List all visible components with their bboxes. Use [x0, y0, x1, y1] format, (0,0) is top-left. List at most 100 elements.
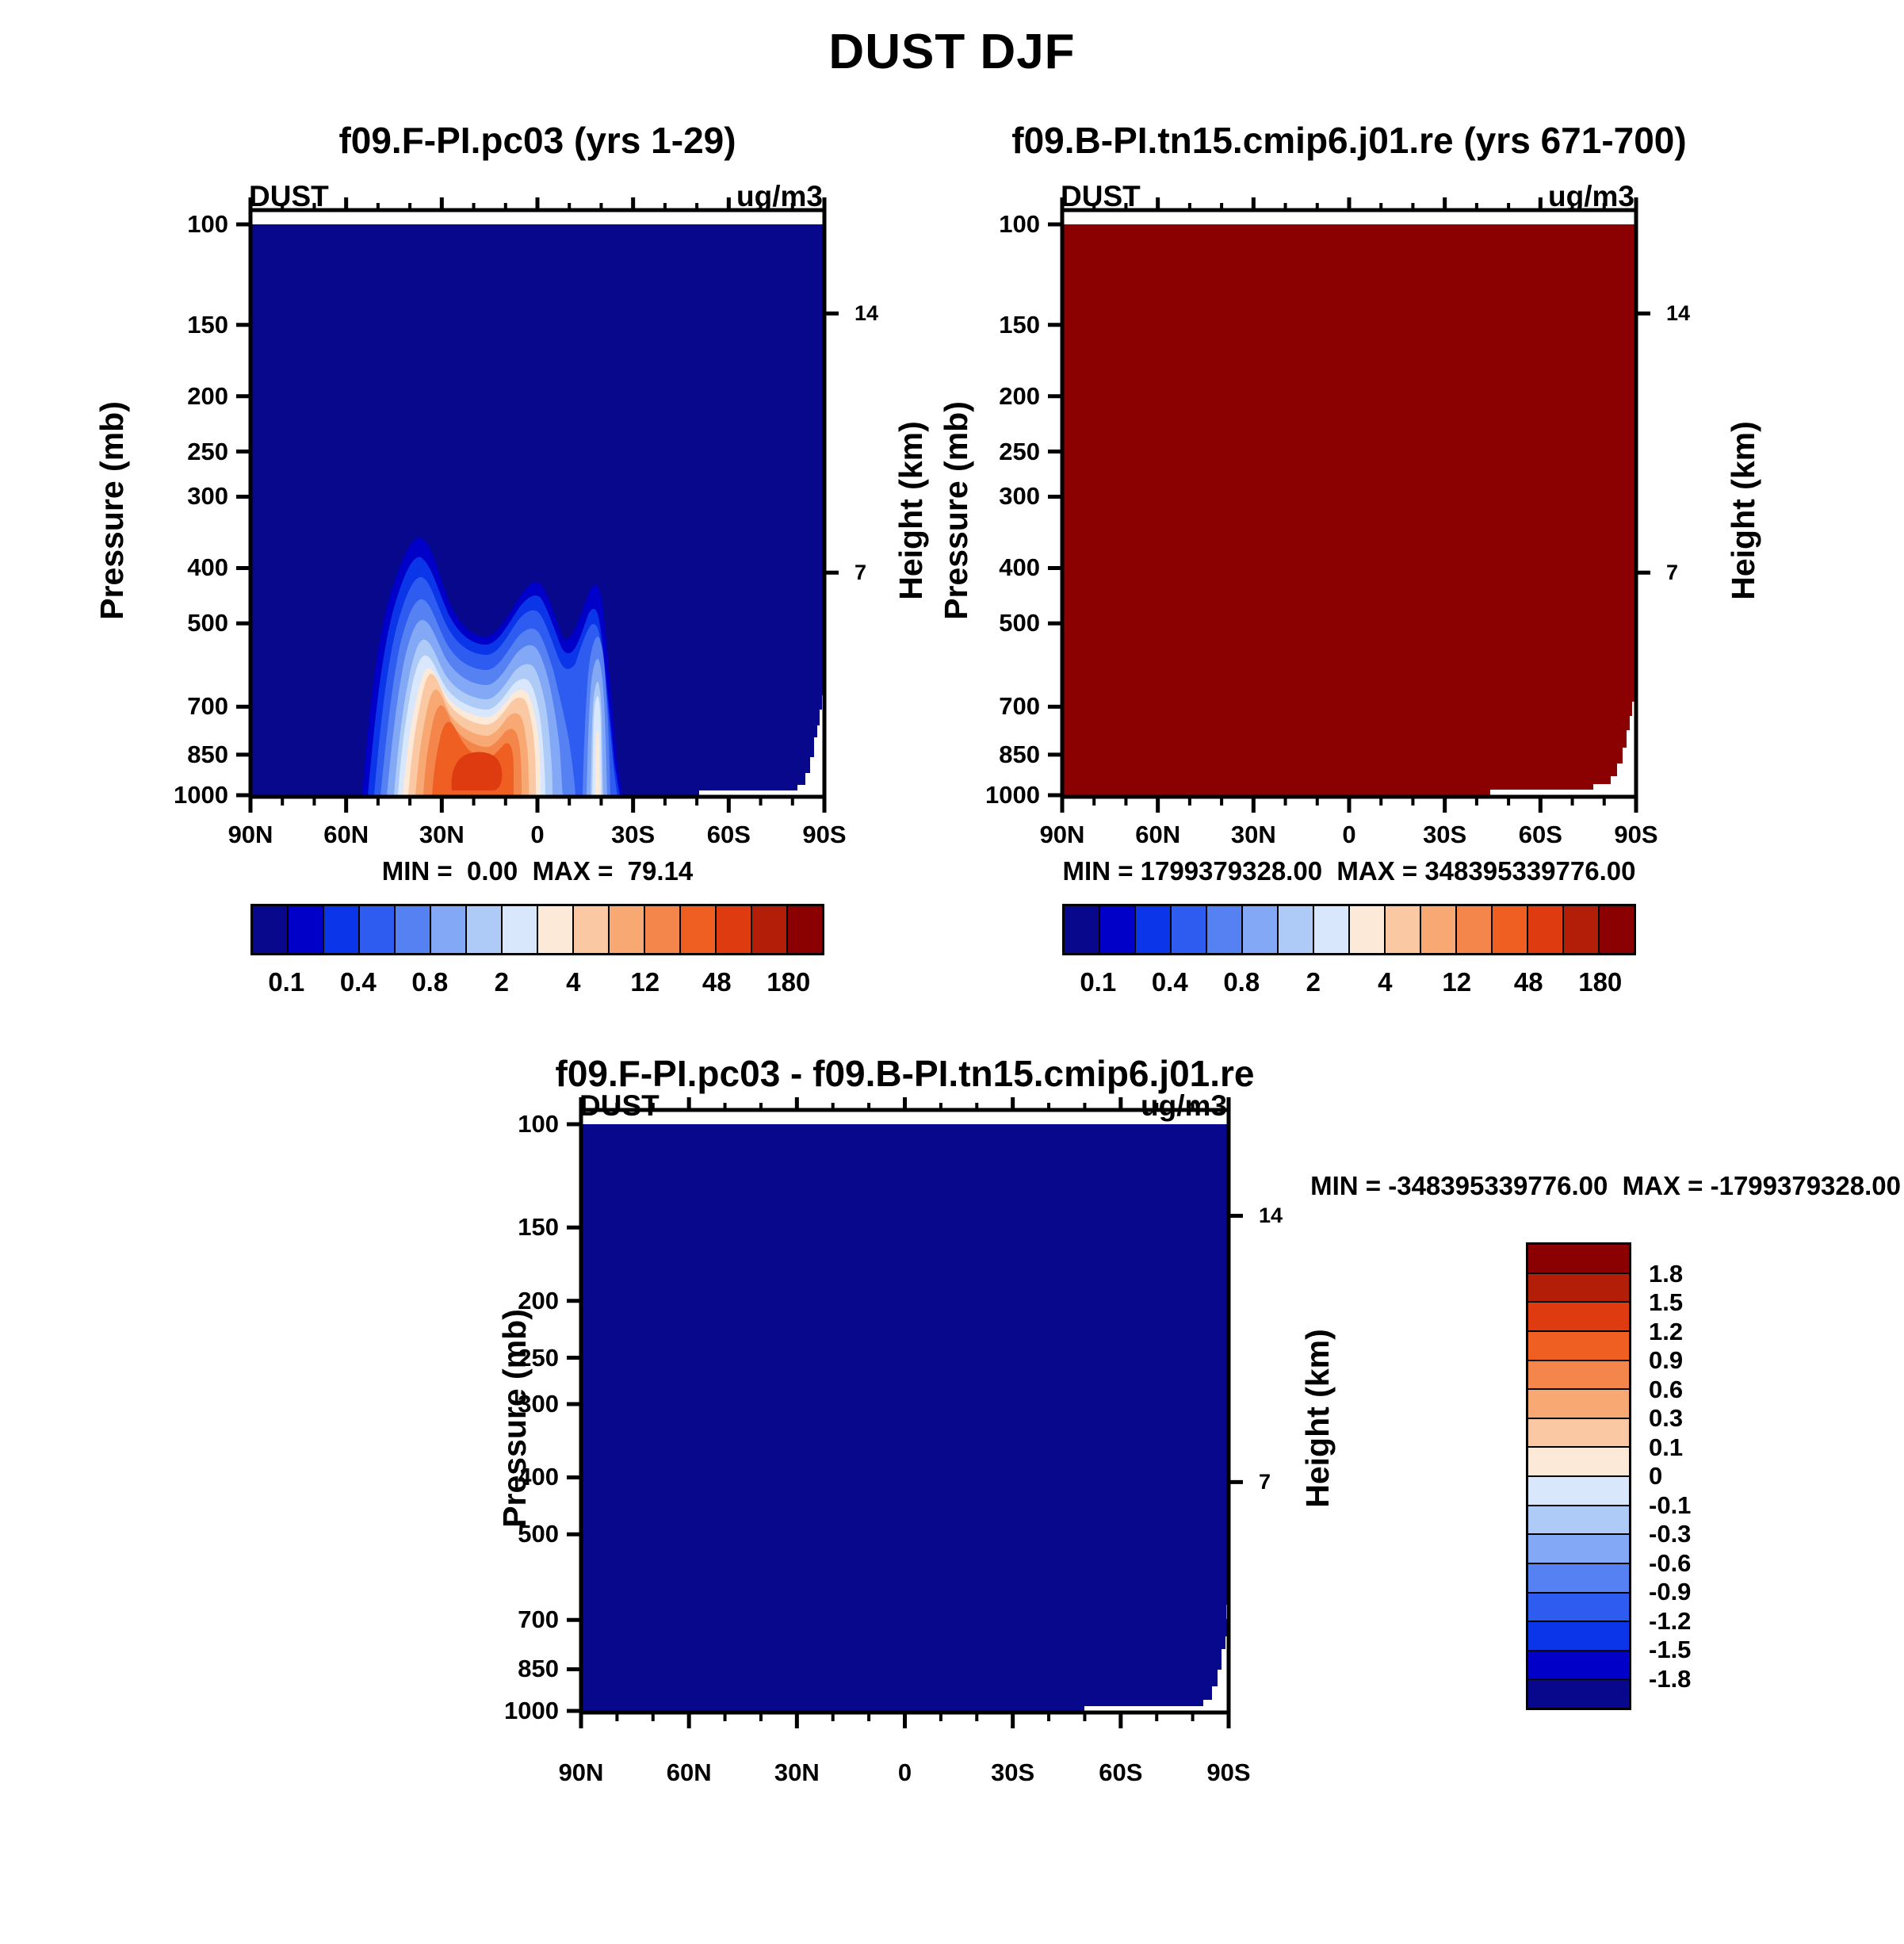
- diff-colorbar-tick-label: -1.8: [1649, 1664, 1692, 1693]
- diff-colorbar-cell: [1528, 1330, 1629, 1360]
- diff-colorbar-tick-label: -0.9: [1649, 1578, 1692, 1605]
- pressure-tick-label: 150: [187, 310, 228, 339]
- pressure-tick-label: 850: [187, 740, 228, 768]
- colorbar-cell: [1134, 906, 1170, 953]
- colorbar-cell: [1527, 906, 1562, 953]
- diff-colorbar-tick-label: 0: [1649, 1462, 1663, 1490]
- colorbar-tick-label: 2: [494, 967, 509, 997]
- contour-plot-svg: [1048, 197, 1650, 813]
- diff-colorbar-cell: [1528, 1272, 1629, 1302]
- pressure-tick-label: 500: [187, 609, 228, 637]
- pressure-tick-label: 400: [999, 553, 1040, 582]
- colorbar-tick-label: 48: [1513, 967, 1543, 997]
- colorbar-cell: [430, 906, 465, 953]
- pressure-tick-label: 200: [187, 381, 228, 410]
- pressure-tick-labels: 100 150 200 250 300 400 500 700 850 1000: [133, 210, 228, 809]
- latitude-tick-label: 0: [1342, 821, 1356, 848]
- diff-colorbar-tick-label: 0.6: [1649, 1375, 1684, 1403]
- colorbar-cell: [394, 906, 430, 953]
- axis-ticks: [1048, 197, 1650, 813]
- pressure-tick-label: 300: [999, 482, 1040, 511]
- panel-case2: f09.B-PI.tn15.cmip6.j01.re (yrs 671-700)…: [985, 120, 1690, 997]
- latitude-tick-label: 30S: [611, 821, 656, 848]
- colorbar-cell: [1170, 906, 1206, 953]
- colorbar-tick-label: 2: [1306, 967, 1321, 997]
- pressure-tick-label: 100: [518, 1110, 559, 1138]
- height-tick-label: 7: [1666, 561, 1679, 585]
- pressure-tick-label: 250: [999, 437, 1040, 465]
- latitude-tick-label: 30S: [1423, 821, 1467, 848]
- dust-contours: [362, 538, 622, 795]
- height-tick-labels: 14 7: [855, 224, 918, 795]
- height-axis-title: Height (km): [893, 421, 929, 600]
- panel-title: f09.F-PI.pc03 - f09.B-PI.tn15.cmip6.j01.…: [555, 1053, 1255, 1094]
- pressure-tick-label: 500: [518, 1520, 559, 1548]
- colorbar-cell: [1313, 906, 1348, 953]
- colorbar-tick-label: 0.4: [339, 967, 377, 997]
- panel-title: f09.F-PI.pc03 (yrs 1-29): [338, 120, 736, 161]
- pressure-tick-label: 250: [187, 437, 228, 465]
- minmax-stats: MIN = -348395339776.00 MAX = -1799379328…: [1310, 1171, 1901, 1200]
- height-tick-label: 14: [1259, 1204, 1283, 1228]
- pressure-tick-label: 1000: [985, 781, 1040, 809]
- height-tick-label: 7: [855, 561, 867, 585]
- latitude-tick-label: 90N: [558, 1758, 604, 1786]
- diff-colorbar-tick-label: 0.9: [1649, 1346, 1684, 1374]
- height-axis-title: Height (km): [1299, 1329, 1336, 1508]
- contour-plot-svg: [567, 1097, 1243, 1728]
- pressure-tick-label: 400: [518, 1463, 559, 1491]
- colorbar-cell: [1065, 906, 1099, 953]
- colorbar-cell: [358, 906, 394, 953]
- pressure-tick-label: 700: [187, 692, 228, 721]
- colorbar-cell: [1241, 906, 1277, 953]
- pressure-axis-title: Pressure (mb): [496, 1309, 533, 1528]
- plot-frame: [1060, 208, 1638, 799]
- terrain-mask: [1084, 1605, 1229, 1711]
- terrain-mask: [1490, 694, 1636, 795]
- pressure-tick-label: 100: [187, 210, 228, 238]
- pressure-tick-label: 700: [518, 1605, 559, 1634]
- latitude-tick-labels: 90N 60N 30N 0 30S 60S 90S: [559, 1124, 1251, 1786]
- colorbar-tick-label: 0.4: [1151, 967, 1188, 997]
- colorbar-cell: [751, 906, 786, 953]
- colorbar: 0.1 0.4 0.8 2 4 12 48 180: [1062, 904, 1636, 1007]
- diff-colorbar-tick-label: 0.1: [1649, 1433, 1684, 1461]
- colorbar-tick-label: 12: [1442, 967, 1472, 997]
- panel-case1: f09.F-PI.pc03 (yrs 1-29) DUST ug/m3: [174, 120, 878, 997]
- pressure-tick-label: 400: [187, 553, 228, 582]
- diff-colorbar-tick-label: 1.8: [1649, 1259, 1684, 1288]
- latitude-tick-label: 90S: [1206, 1758, 1251, 1786]
- colorbar-tick-label: 180: [767, 967, 811, 997]
- colorbar-tick-label: 48: [702, 967, 732, 997]
- pressure-axis-title: Pressure (mb): [94, 401, 130, 620]
- colorbar-cell: [608, 906, 644, 953]
- colorbar-tick-label: 12: [630, 967, 660, 997]
- diff-colorbar-cell: [1528, 1475, 1629, 1505]
- diff-colorbar-cell: [1528, 1591, 1629, 1621]
- diff-colorbar-tick-label: 1.5: [1649, 1288, 1684, 1316]
- latitude-tick-labels: 90N 60N 30N 0 30S 60S 90S: [228, 224, 847, 848]
- diff-colorbar: 1.8 1.5 1.2 0.9 0.6 0.3 0.1 0 -0.1 -0.3 -0.6 -0.9 -1…: [1526, 1242, 1691, 1710]
- diff-colorbar-tick-label: -1.2: [1649, 1606, 1692, 1635]
- colorbar-tick-label: 0.1: [1080, 967, 1117, 997]
- latitude-tick-label: 30S: [991, 1758, 1035, 1786]
- units-label: ug/m3: [736, 180, 823, 212]
- diff-colorbar-cell: [1528, 1649, 1629, 1679]
- diff-colorbar-tick-label: -0.6: [1649, 1548, 1692, 1577]
- colorbar-cell: [253, 906, 287, 953]
- colorbar-tick-label: 4: [566, 967, 581, 997]
- colorbar-tick-label: 0.8: [411, 967, 449, 997]
- diff-colorbar-cell: [1528, 1301, 1629, 1330]
- colorbar-cell: [537, 906, 572, 953]
- pressure-tick-label: 850: [518, 1655, 559, 1683]
- diff-colorbar-cell: [1528, 1245, 1629, 1272]
- latitude-tick-label: 60S: [1518, 821, 1562, 848]
- colorbar-cell: [1562, 906, 1598, 953]
- colorbar-cells: [250, 904, 824, 955]
- pressure-tick-label: 850: [999, 740, 1040, 768]
- terrain-mask: [699, 695, 824, 795]
- pressure-tick-label: 250: [518, 1343, 559, 1372]
- diff-colorbar-tick-label: 1.2: [1649, 1317, 1684, 1345]
- colorbar-cell: [465, 906, 501, 953]
- variable-label: DUST: [579, 1089, 660, 1122]
